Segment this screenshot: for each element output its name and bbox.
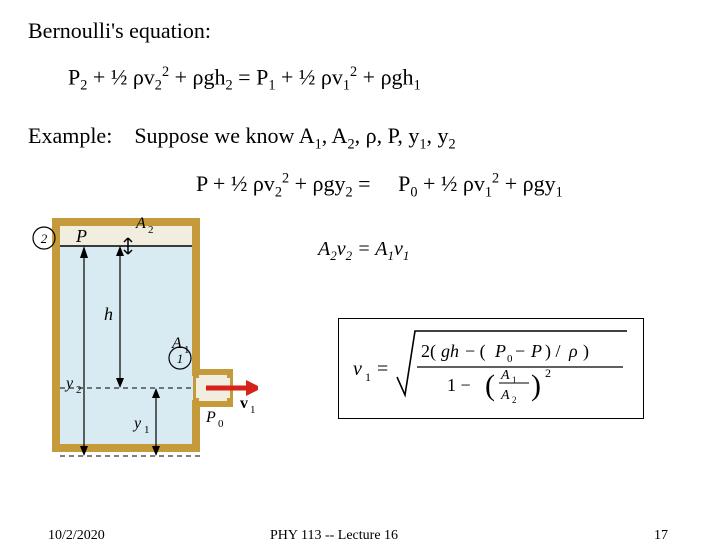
svg-text:1: 1	[250, 404, 256, 416]
bernoulli-equation: P2 + ½ ρv22 + ρgh2 = P1 + ½ ρv12 + ρgh1	[68, 64, 692, 95]
svg-text:): )	[531, 369, 541, 402]
label-y2: y	[64, 375, 74, 392]
svg-text:0: 0	[218, 418, 224, 430]
label-P0: P	[205, 409, 216, 426]
svg-text:gh: gh	[441, 341, 459, 361]
label-circle2: 2	[41, 231, 48, 246]
v1-solution: v 1 = 2( gh − ( P 0 − P ) / ρ ) 1 −	[338, 318, 644, 419]
instantiated-equation: P + ½ ρv22 + ρgy2 = P0 + ½ ρv12 + ρgy1	[196, 171, 692, 202]
label-P: P	[75, 226, 87, 246]
footer-page: 17	[654, 528, 668, 544]
svg-text:2: 2	[512, 395, 517, 405]
svg-text:ρ: ρ	[568, 341, 578, 361]
inst-lhs: P + ½ ρv22 + ρgy2 =	[196, 171, 376, 196]
example-text: Suppose we know A1, A2, ρ, P, y1, y2	[134, 123, 455, 153]
svg-text:−: −	[515, 341, 525, 361]
content-area: 2 P A 2 h y 2 y 1	[28, 208, 688, 508]
svg-text:1: 1	[184, 344, 190, 356]
svg-text:0: 0	[507, 353, 513, 365]
svg-text:2(: 2(	[421, 341, 436, 362]
label-A2: A	[135, 215, 146, 232]
svg-text:A: A	[500, 368, 510, 383]
label-h: h	[104, 304, 113, 324]
svg-text:A: A	[500, 388, 510, 403]
svg-text:P: P	[494, 341, 506, 361]
example-label: Example:	[28, 123, 112, 149]
continuity-eq: A2v2 = A1v1	[318, 238, 409, 264]
svg-text:=: =	[377, 358, 388, 380]
svg-text:1: 1	[512, 375, 517, 385]
label-y1: y	[132, 415, 142, 432]
tank-diagram: 2 P A 2 h y 2 y 1	[28, 208, 258, 488]
label-circle1: 1	[177, 351, 184, 366]
svg-text:− (: − (	[465, 341, 486, 362]
footer-date: 10/2/2020	[48, 528, 105, 544]
svg-text:2: 2	[148, 224, 154, 236]
svg-text:v: v	[353, 358, 362, 380]
svg-text:2: 2	[545, 366, 551, 380]
svg-text:) /: ) /	[545, 341, 561, 362]
svg-text:1: 1	[144, 424, 150, 436]
inst-rhs: P0 + ½ ρv12 + ρgy1	[398, 171, 563, 196]
svg-text:1: 1	[365, 370, 371, 384]
svg-text:1 −: 1 −	[447, 375, 471, 395]
svg-text:): )	[583, 341, 589, 362]
label-A1: A	[171, 335, 182, 352]
footer-course: PHY 113 -- Lecture 16	[270, 528, 398, 544]
svg-text:(: (	[485, 369, 495, 402]
svg-text:2: 2	[76, 384, 82, 396]
svg-text:P: P	[530, 341, 542, 361]
title: Bernoulli's equation:	[28, 18, 692, 44]
label-v1: v	[240, 395, 248, 412]
